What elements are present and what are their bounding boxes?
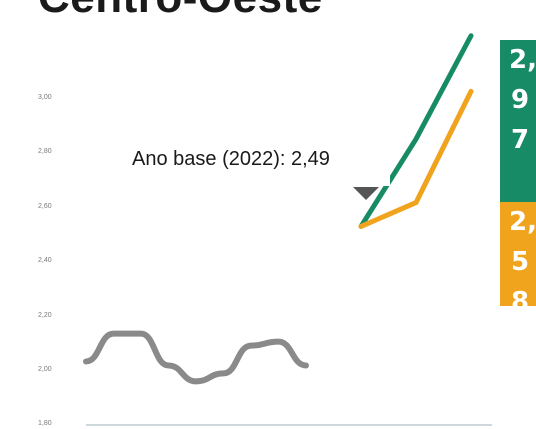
base-year-tooltip: Ano base (2022): 2,49 [118,136,390,186]
y-axis-ticks: 3,00 2,80 2,60 2,40 2,20 2,00 1,80 [38,94,52,427]
chart-title: Centro-Oeste [38,0,323,20]
green-series-value: 2,97 [509,45,536,155]
y-tick-label: 2,60 [38,203,52,210]
tooltip-pointer [353,187,379,200]
orange-series-value: 2,58 [509,207,536,306]
green-series-line [358,33,474,229]
orange-series-line [358,88,474,229]
orange-series-value-badge: 2,58 [500,202,536,306]
tooltip-label: Ano base (2022): 2,49 [132,148,330,170]
y-tick-label: 2,40 [38,257,52,264]
y-tick-label: 1,80 [38,420,52,427]
green-series-value-badge: 2,97 [500,40,536,202]
y-tick-label: 2,20 [38,312,52,319]
y-tick-label: 2,00 [38,366,52,373]
y-tick-label: 3,00 [38,94,52,101]
series-lines [83,33,474,385]
gray-series-line [83,330,309,385]
y-tick-label: 2,80 [38,148,52,155]
